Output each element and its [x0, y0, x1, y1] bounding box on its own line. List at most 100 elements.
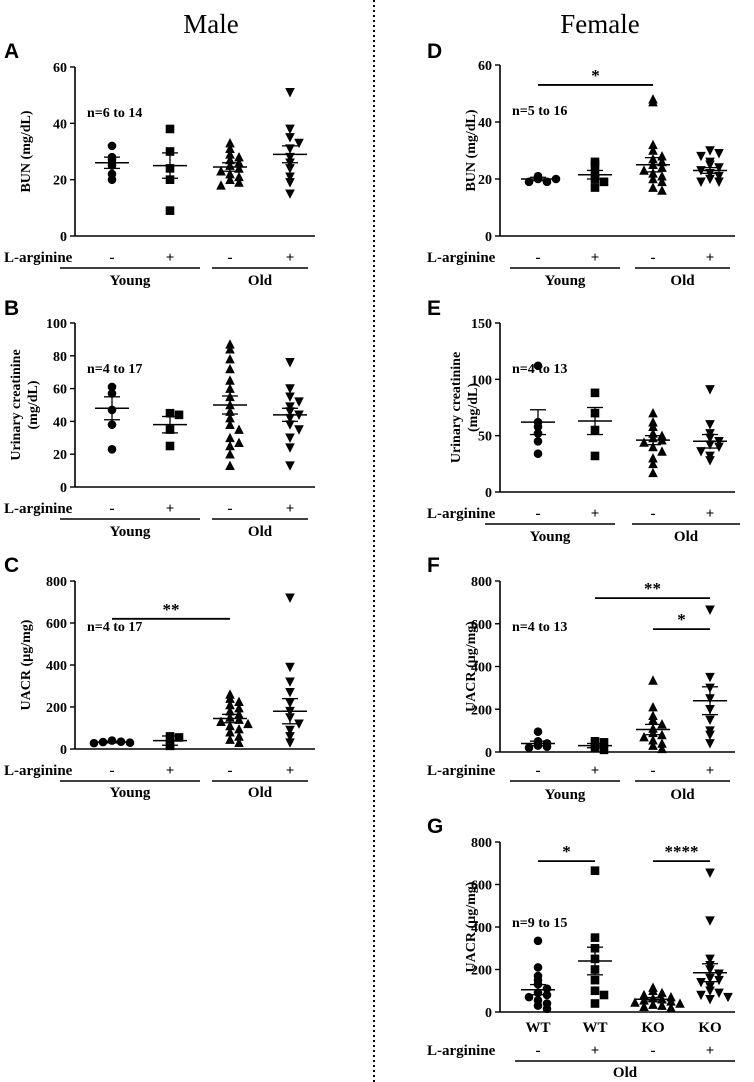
series-young-+ [578, 157, 612, 192]
series-young-+ [578, 388, 612, 461]
y-axis-label-units: (mg/dL) [26, 380, 41, 429]
y-tick-label: 800 [471, 836, 492, 851]
treatment-row-label: L-arginine [427, 763, 496, 779]
y-tick-label: 20 [478, 173, 492, 188]
y-tick-label: 0 [60, 743, 67, 758]
data-point [225, 693, 235, 703]
data-point [225, 383, 235, 393]
data-point [234, 424, 244, 434]
panel-B: B 0 20 40 60 80 100 Urinary creatinine (mg/dL) n=… [4, 297, 315, 540]
y-tick-label: 0 [485, 486, 492, 501]
data-point [714, 171, 724, 182]
y-tick-label: 400 [46, 659, 67, 674]
data-point [705, 739, 715, 749]
data-point [590, 933, 600, 942]
data-point [533, 727, 543, 736]
panel-letter: F [427, 554, 440, 577]
data-point [165, 147, 175, 156]
n-annotation: n=5 to 16 [512, 104, 567, 119]
series-old-+ [273, 88, 307, 199]
panel-letter: B [4, 297, 19, 320]
treatment-sign: - [651, 506, 656, 522]
data-point [225, 460, 235, 470]
data-point [590, 388, 600, 398]
data-point [234, 723, 244, 734]
data-point [590, 451, 600, 461]
treatment-sign: + [166, 501, 175, 517]
y-tick-label: 40 [53, 415, 67, 430]
panel-A: A 0 20 40 60 BUN (mg/dL) n=6 to 14 L-arginine - +… [4, 40, 315, 289]
data-point [234, 171, 244, 182]
data-point [234, 737, 244, 747]
y-tick-label: 400 [471, 921, 492, 936]
series-old-- [213, 137, 247, 190]
data-point [599, 745, 609, 755]
y-tick-label: 40 [478, 116, 492, 131]
series-young-- [89, 736, 135, 748]
data-point [599, 738, 609, 747]
data-point [165, 441, 175, 451]
data-point [657, 743, 667, 754]
data-point [599, 177, 609, 187]
data-point [285, 662, 295, 673]
y-tick-label: 0 [485, 230, 492, 245]
data-point [225, 149, 235, 159]
series-old-- [636, 94, 670, 195]
data-point [285, 725, 295, 736]
data-point [294, 397, 304, 407]
data-point [648, 408, 658, 418]
data-point [648, 740, 658, 750]
data-point [590, 866, 600, 875]
data-point [714, 163, 724, 173]
data-point [639, 731, 649, 742]
data-point [696, 177, 706, 187]
treatment-sign: - [228, 250, 233, 266]
treatment-sign: + [706, 763, 715, 779]
treatment-sign: - [651, 250, 656, 266]
data-point [639, 1001, 649, 1011]
data-point [648, 985, 658, 996]
data-point [216, 180, 226, 190]
treatment-sign: - [228, 501, 233, 517]
y-tick-label: 40 [53, 117, 67, 132]
data-point [225, 706, 235, 716]
data-point [107, 382, 117, 392]
y-axis-label: BUN (mg/dL) [19, 110, 34, 192]
y-tick-label: 400 [471, 661, 492, 676]
data-point [165, 124, 175, 134]
significance-label: * [591, 66, 600, 85]
series-young-- [95, 141, 129, 184]
y-tick-label: 150 [471, 317, 492, 332]
y-tick-label: 60 [53, 61, 67, 76]
data-point [533, 963, 543, 972]
panel-letter: A [4, 40, 19, 63]
data-point [657, 1000, 667, 1010]
y-tick-label: 800 [471, 575, 492, 590]
data-point [107, 141, 117, 151]
treatment-sign: + [591, 763, 600, 779]
y-tick-label: 60 [478, 59, 492, 74]
data-point [533, 361, 543, 371]
data-point [705, 730, 715, 740]
data-point [714, 988, 724, 998]
y-tick-label: 20 [53, 174, 67, 189]
data-point [696, 977, 706, 988]
data-point [285, 172, 295, 182]
treatment-sign: + [166, 250, 175, 266]
series-young-- [521, 171, 561, 187]
significance-label: ** [644, 579, 661, 598]
treatment-sign: - [651, 1043, 656, 1059]
data-point [234, 696, 244, 707]
y-tick-label: 20 [53, 448, 67, 463]
y-tick-label: 60 [53, 383, 67, 398]
data-point [225, 419, 235, 429]
series-old-+ [273, 358, 307, 471]
data-point [234, 152, 244, 162]
group-label: Old [670, 787, 695, 803]
data-point [648, 139, 658, 150]
data-point [705, 715, 715, 726]
treatment-sign: + [286, 763, 295, 779]
treatment-sign: + [706, 506, 715, 522]
